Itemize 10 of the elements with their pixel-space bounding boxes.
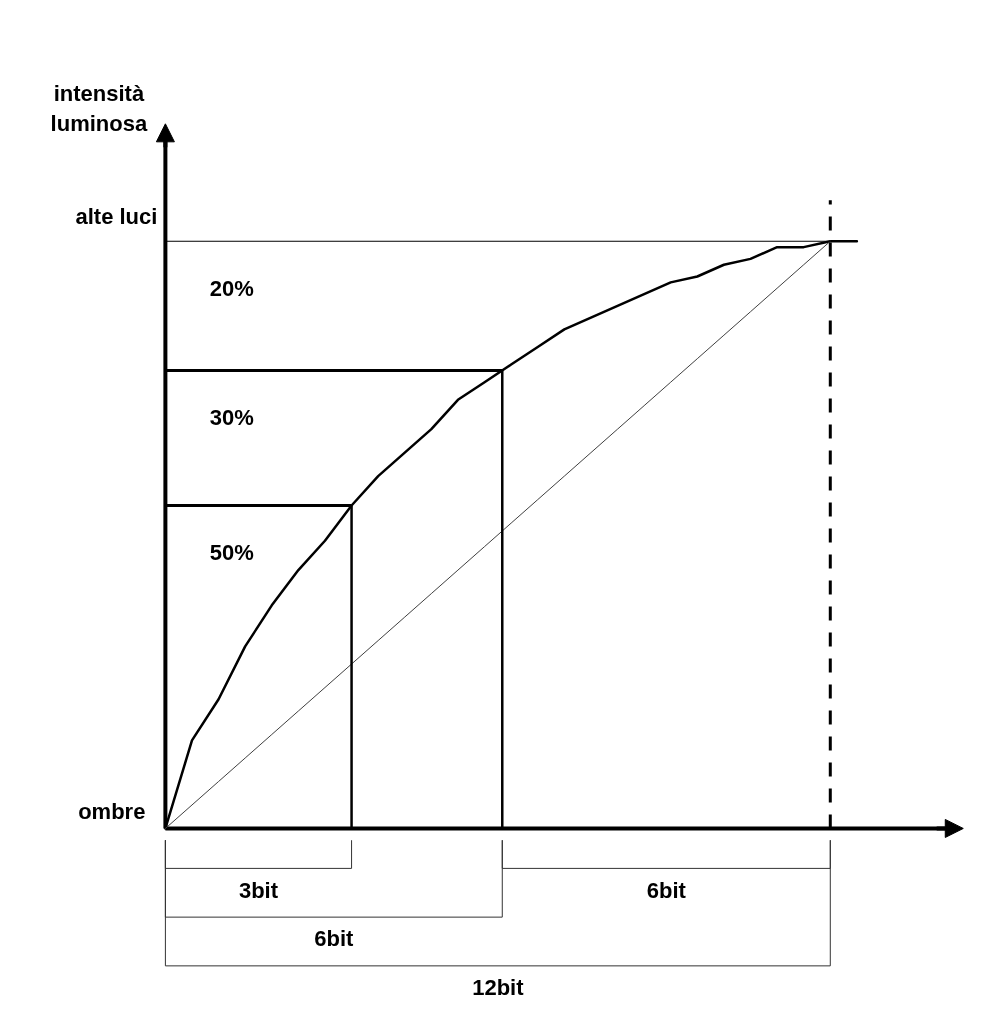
y-axis-title: intensità luminosa: [50, 80, 148, 136]
text: 6bit: [314, 926, 355, 952]
annotation: 20%: [209, 275, 254, 301]
text: 12bit: [472, 975, 525, 1001]
text: 6bit: [646, 877, 687, 903]
ref-line-label: alte luci: [75, 204, 158, 230]
annotation: 30%: [209, 404, 254, 430]
text: 3bit: [238, 877, 279, 903]
annotation: 50%: [209, 539, 254, 565]
text: ombre: [78, 799, 146, 825]
